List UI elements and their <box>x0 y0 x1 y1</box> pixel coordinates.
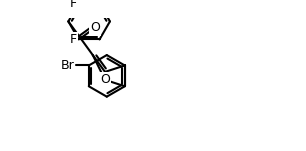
Text: F: F <box>70 0 77 10</box>
Text: F: F <box>70 33 77 46</box>
Text: O: O <box>90 21 100 34</box>
Text: O: O <box>100 73 110 86</box>
Text: Br: Br <box>60 59 74 72</box>
